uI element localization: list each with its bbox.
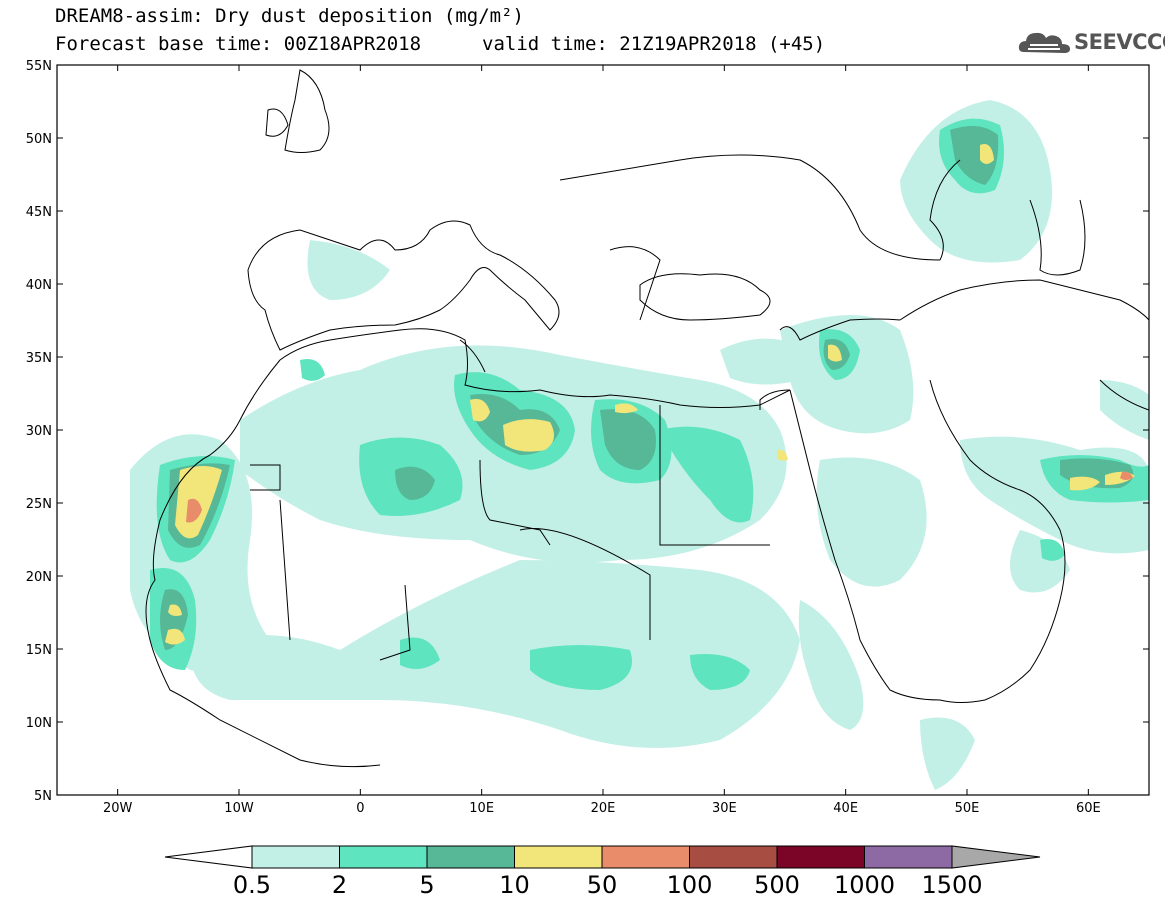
lon-label: 50E (955, 801, 980, 816)
lat-label: 35N (26, 351, 52, 366)
lon-label: 0 (356, 801, 364, 816)
legend-label: 2 (332, 871, 347, 899)
lat-label: 40N (26, 278, 52, 293)
lon-label: 30E (712, 801, 737, 816)
seevccc-logo: SEEVCCC (1018, 28, 1165, 58)
legend-arrow-high (951, 845, 1041, 869)
legend-label: 1500 (921, 871, 982, 899)
legend-swatch (251, 845, 340, 869)
dust-fields (130, 69, 1149, 790)
lon-label: 10E (469, 801, 494, 816)
legend-label: 0.5 (233, 871, 271, 899)
valid-time: valid time: 21Z19APR2018 (+45) (482, 33, 826, 55)
legend-swatch (689, 845, 778, 869)
lat-label: 55N (26, 59, 52, 74)
legend-swatch (864, 845, 953, 869)
legend-swatch (426, 845, 515, 869)
legend-swatch (339, 845, 428, 869)
lat-label: 15N (26, 643, 52, 658)
legend-label: 1000 (834, 871, 895, 899)
lat-label: 50N (26, 132, 52, 147)
legend-swatch (776, 845, 865, 869)
lat-label: 5N (34, 789, 52, 804)
legend-label: 5 (419, 871, 434, 899)
legend-label: 10 (499, 871, 530, 899)
lon-label: 40E (833, 801, 858, 816)
lon-label: 60E (1076, 801, 1101, 816)
longitude-labels: 20W 10W 0 10E 20E 30E 40E 50E 60E (103, 801, 1101, 816)
legend-arrow-low (164, 845, 253, 869)
lon-label: 20E (591, 801, 616, 816)
legend-swatch (601, 845, 690, 869)
cloud-icon (1018, 32, 1070, 53)
lat-label: 20N (26, 570, 52, 585)
lat-label: 10N (26, 716, 52, 731)
lon-label: 20W (103, 801, 133, 816)
lat-label: 45N (26, 205, 52, 220)
lat-label: 30N (26, 424, 52, 439)
lon-label: 10W (224, 801, 254, 816)
logo-text: SEEVCCC (1074, 30, 1165, 54)
legend-swatch (514, 845, 603, 869)
legend-label: 100 (667, 871, 713, 899)
legend-label: 50 (587, 871, 618, 899)
map-title: DREAM8-assim: Dry dust deposition (mg/m²… (55, 5, 524, 27)
forecast-base-time: Forecast base time: 00Z18APR2018 (55, 33, 422, 55)
legend-label: 500 (754, 871, 800, 899)
latitude-labels: 55N 50N 45N 40N 35N 30N 25N 20N 15N 10N 5N (26, 59, 52, 804)
lat-label: 25N (26, 497, 52, 512)
